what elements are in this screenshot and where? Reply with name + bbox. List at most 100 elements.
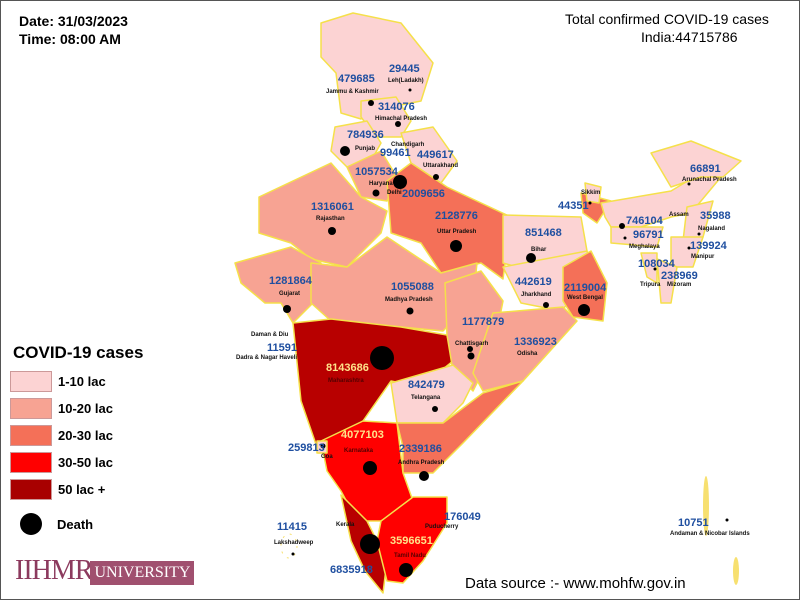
death-marker [467, 346, 473, 352]
cases-punjab: 784936 [347, 129, 384, 141]
cases-rajasthan: 1316061 [311, 201, 354, 213]
name-hp: Himachal Pradesh [375, 116, 428, 122]
legend-label: 1-10 lac [58, 374, 106, 389]
data-source: Data source :- www.mohfw.gov.in [465, 575, 686, 592]
cases-uttarakhand: 449617 [417, 149, 454, 161]
region-tripura [640, 252, 658, 284]
death-marker [419, 471, 429, 481]
cases-tn: 3596651 [390, 535, 433, 547]
cases-sikkim: 44351 [558, 200, 589, 212]
cases-manipur: 139924 [690, 240, 727, 252]
cases-odisha: 1336923 [514, 336, 557, 348]
region-lakshadweep-islands [280, 533, 298, 559]
name-sikkim: Sikkim [581, 190, 601, 196]
cases-jharkhand: 442619 [515, 276, 552, 288]
name-punjab: Punjab [355, 146, 376, 152]
name-haryana: Haryana [369, 181, 393, 187]
cases-lakshadweep: 11415 [277, 521, 307, 533]
death-marker [368, 100, 374, 106]
cases-haryana: 1057534 [355, 166, 398, 178]
death-marker [450, 240, 462, 252]
death-marker [433, 174, 439, 180]
region-arunachal [650, 140, 742, 188]
region-rajasthan [258, 162, 388, 268]
death-marker [619, 223, 625, 229]
name-arunachal: Arunachal Pradesh [682, 177, 737, 183]
death-marker [406, 307, 414, 315]
name-chandigarh: Chandigarh [391, 142, 425, 148]
cases-bihar: 851468 [525, 227, 562, 239]
death-marker [291, 552, 295, 556]
name-manipur: Manipur [691, 254, 715, 260]
name-andaman: Andaman & Nicobar Islands [670, 531, 750, 537]
death-marker [395, 121, 401, 127]
cases-mp: 1055088 [391, 281, 434, 293]
death-marker [363, 461, 377, 475]
cases-ap: 2339186 [399, 443, 442, 455]
death-marker [653, 267, 657, 271]
death-marker [340, 146, 350, 156]
cases-tripura: 108034 [638, 258, 675, 270]
cases-chandigarh: 99461 [380, 147, 411, 159]
logo-brand: IIHMR [15, 555, 93, 586]
death-markers [283, 88, 729, 577]
death-marker [687, 182, 691, 186]
india-total: India:44715786 [641, 29, 738, 45]
cases-andaman: 10751 [678, 517, 709, 529]
cases-hp: 314076 [378, 101, 415, 113]
cases-wb: 2119004 [564, 282, 607, 294]
iihmr-logo: IIHMR UNIVERSITY [15, 555, 195, 586]
name-ladakh: Leh(Ladakh) [388, 78, 424, 84]
death-legend-icon [20, 513, 42, 535]
death-marker [328, 227, 336, 235]
name-mp: Madhya Pradesh [385, 297, 433, 303]
name-odisha: Odisha [517, 351, 538, 357]
name-delhi: Delhi [387, 190, 402, 196]
legend-label: 20-30 lac [58, 428, 113, 443]
region-andaman-islands-south [733, 557, 739, 585]
legend-swatch-1-10 [10, 371, 52, 392]
cases-jk: 479685 [338, 73, 375, 85]
cases-telangana: 842479 [408, 379, 445, 391]
region-uttarakhand [400, 126, 458, 184]
cases-meghalaya: 96791 [633, 229, 664, 241]
logo-suffix: UNIVERSITY [90, 561, 195, 585]
name-jk: Jammu & Kashmir [326, 89, 379, 95]
cases-goa: 259813 [288, 442, 325, 454]
map-title: Total confirmed COVID-19 cases [565, 11, 769, 27]
region-manipur [670, 236, 704, 268]
name-nagaland: Nagaland [698, 226, 726, 232]
region-tamil-nadu [376, 496, 448, 584]
legend-swatch-30-50 [10, 452, 52, 473]
death-marker [467, 352, 475, 360]
cases-delhi: 2009656 [402, 188, 445, 200]
death-marker [320, 443, 326, 449]
region-andaman-islands [703, 476, 709, 536]
name-mizoram: Mizoram [667, 282, 692, 288]
death-marker [393, 175, 407, 189]
name-tripura: Tripura [640, 282, 661, 288]
cases-assam: 746104 [626, 215, 663, 227]
cases-chhattisgarh: 1177879 [462, 316, 505, 328]
legend-label: 50 lac + [58, 482, 106, 497]
date-label: Date: 31/03/2023 [19, 13, 128, 29]
cases-gujarat: 1281864 [269, 275, 312, 287]
name-jharkhand: Jharkhand [521, 292, 552, 298]
death-marker [360, 534, 380, 554]
name-daman-diu: Daman & Diu [251, 332, 289, 338]
legend-label: 10-20 lac [58, 401, 113, 416]
region-himachal [360, 96, 412, 138]
cases-ladakh: 29445 [389, 63, 420, 75]
cases-karnataka: 4077103 [341, 429, 384, 441]
name-up: Uttar Pradesh [437, 229, 477, 235]
legend-swatch-20-30 [10, 425, 52, 446]
time-label: Time: 08:00 AM [19, 31, 121, 47]
cases-mizoram: 238969 [661, 270, 698, 282]
death-marker [543, 302, 549, 308]
name-telangana: Telangana [411, 395, 441, 401]
death-marker [578, 304, 590, 316]
name-assam: Assam [669, 212, 689, 218]
name-goa: Goa [321, 454, 333, 460]
legend-swatch-10-20 [10, 398, 52, 419]
